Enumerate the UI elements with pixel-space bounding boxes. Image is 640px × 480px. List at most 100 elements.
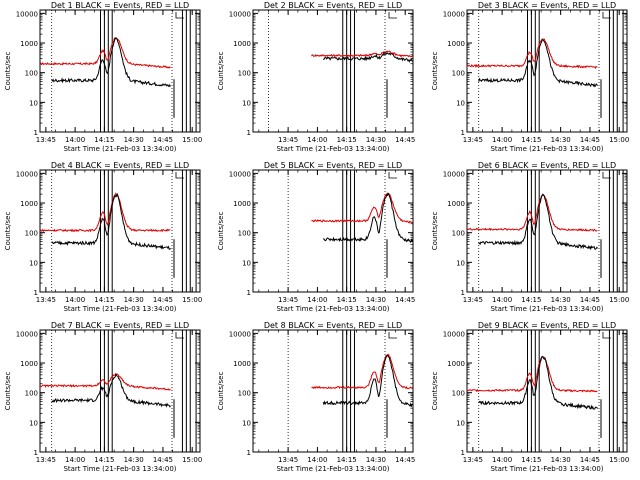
panel-title: Det 8 BLACK = Events, RED = LLD [264, 321, 402, 330]
plot-frame [39, 9, 201, 133]
x-tick-label: 14:30 [551, 296, 571, 304]
x-tick-label: 15:00 [182, 456, 202, 464]
y-tick-label: 1000 [20, 360, 38, 368]
x-tick-label: 14:15 [521, 456, 541, 464]
series-events-line [478, 193, 598, 251]
y-axis-label: Counts/sec [431, 372, 439, 411]
x-tick-label: 13:45 [36, 136, 56, 144]
x-tick-label: 14:15 [337, 296, 357, 304]
x-tick-label: 14:45 [153, 296, 173, 304]
y-tick-label: 1000 [447, 360, 465, 368]
corner-mark [388, 332, 397, 339]
panel-det-5: Det 5 BLACK = Events, RED = LLD 1 10 100 100… [217, 161, 415, 313]
series-lld-line [39, 192, 171, 233]
plot-frame [252, 9, 414, 133]
panel-det-2: Det 2 BLACK = Events, RED = LLD 1 10 100 100… [217, 1, 415, 153]
plot-frame [466, 329, 628, 453]
x-tick-label: 14:15 [521, 296, 541, 304]
x-tick-label: 14:30 [124, 456, 144, 464]
y-tick-label: 100 [25, 70, 38, 78]
y-tick-label: 1 [247, 129, 251, 137]
x-tick-label: 14:15 [337, 456, 357, 464]
y-tick-label: 10 [29, 419, 38, 427]
y-tick-label: 10000 [443, 330, 465, 338]
x-tick-label: 14:00 [307, 296, 327, 304]
panel-title: Det 1 BLACK = Events, RED = LLD [51, 1, 189, 10]
panel-title: Det 4 BLACK = Events, RED = LLD [51, 161, 189, 170]
y-tick-label: 100 [238, 70, 251, 78]
x-tick-label: 15:00 [182, 136, 202, 144]
x-tick-label: 14:00 [307, 456, 327, 464]
corner-mark [175, 332, 184, 339]
y-tick-label: 10 [456, 99, 465, 107]
x-tick-label: 14:00 [307, 136, 327, 144]
plot-frame [466, 9, 628, 133]
y-tick-label: 1 [34, 129, 38, 137]
y-tick-label: 1000 [447, 200, 465, 208]
plot-frame [39, 169, 201, 293]
x-tick-label: 13:45 [278, 456, 298, 464]
panel-det-9: Det 9 BLACK = Events, RED = LLD 1 10 100 100… [431, 321, 629, 473]
x-axis-label: Start Time (21-Feb-03 13:34:00) [490, 305, 603, 313]
x-tick-label: 14:00 [492, 136, 512, 144]
x-tick-label: 14:00 [65, 456, 85, 464]
x-tick-label: 14:15 [337, 136, 357, 144]
corner-mark [602, 12, 611, 19]
y-tick-label: 10000 [16, 10, 38, 18]
y-tick-label: 10 [242, 419, 251, 427]
series-events-line [322, 192, 414, 244]
x-tick-label: 14:00 [492, 296, 512, 304]
x-tick-label: 14:15 [521, 136, 541, 144]
y-axis-label: Counts/sec [431, 52, 439, 91]
y-tick-label: 100 [25, 230, 38, 238]
x-tick-label: 14:15 [94, 136, 114, 144]
panel-title: Det 3 BLACK = Events, RED = LLD [478, 1, 616, 10]
corner-mark [602, 172, 611, 179]
x-tick-label: 14:00 [492, 456, 512, 464]
plot-frame [252, 169, 414, 293]
x-tick-label: 14:45 [153, 456, 173, 464]
series-events-line [51, 373, 171, 408]
plot-frame [252, 329, 414, 453]
x-axis-label: Start Time (21-Feb-03 13:34:00) [490, 145, 603, 153]
y-tick-label: 1 [34, 449, 38, 457]
x-tick-label: 14:30 [366, 456, 386, 464]
plot-frame [466, 169, 628, 293]
y-tick-label: 100 [238, 390, 251, 398]
x-tick-label: 13:45 [36, 456, 56, 464]
corner-mark [388, 12, 397, 19]
x-tick-label: 14:15 [94, 456, 114, 464]
y-tick-label: 10000 [443, 10, 465, 18]
panel-title: Det 7 BLACK = Events, RED = LLD [51, 321, 189, 330]
panel-det-4: Det 4 BLACK = Events, RED = LLD 1 10 100 100… [4, 161, 202, 313]
series-lld-line [466, 38, 598, 69]
y-tick-label: 1 [34, 289, 38, 297]
y-tick-label: 1000 [20, 200, 38, 208]
y-tick-label: 10000 [229, 330, 251, 338]
y-tick-label: 100 [238, 230, 251, 238]
x-tick-label: 14:30 [366, 136, 386, 144]
x-axis-label: Start Time (21-Feb-03 13:34:00) [276, 145, 389, 153]
corner-mark [388, 172, 397, 179]
x-tick-label: 14:30 [366, 296, 386, 304]
x-tick-label: 14:45 [580, 456, 600, 464]
y-tick-label: 10000 [443, 170, 465, 178]
x-axis-label: Start Time (21-Feb-03 13:34:00) [490, 465, 603, 473]
x-tick-label: 15:00 [609, 136, 629, 144]
x-tick-label: 14:45 [395, 296, 415, 304]
x-tick-label: 14:45 [153, 136, 173, 144]
panel-det-8: Det 8 BLACK = Events, RED = LLD 1 10 100 100… [217, 321, 415, 473]
x-tick-label: 14:45 [580, 296, 600, 304]
x-tick-label: 14:30 [551, 456, 571, 464]
panel-det-7: Det 7 BLACK = Events, RED = LLD 1 10 100 100… [4, 321, 202, 473]
y-tick-label: 10000 [16, 170, 38, 178]
y-tick-label: 10 [29, 99, 38, 107]
series-lld-line [311, 353, 413, 390]
panel-det-6: Det 6 BLACK = Events, RED = LLD 1 10 100 100… [431, 161, 629, 313]
panel-title: Det 5 BLACK = Events, RED = LLD [264, 161, 402, 170]
x-axis-label: Start Time (21-Feb-03 13:34:00) [63, 305, 176, 313]
panel-det-3: Det 3 BLACK = Events, RED = LLD 1 10 100 100… [431, 1, 629, 153]
y-tick-label: 100 [25, 390, 38, 398]
x-tick-label: 15:00 [609, 296, 629, 304]
series-lld-line [39, 372, 171, 391]
